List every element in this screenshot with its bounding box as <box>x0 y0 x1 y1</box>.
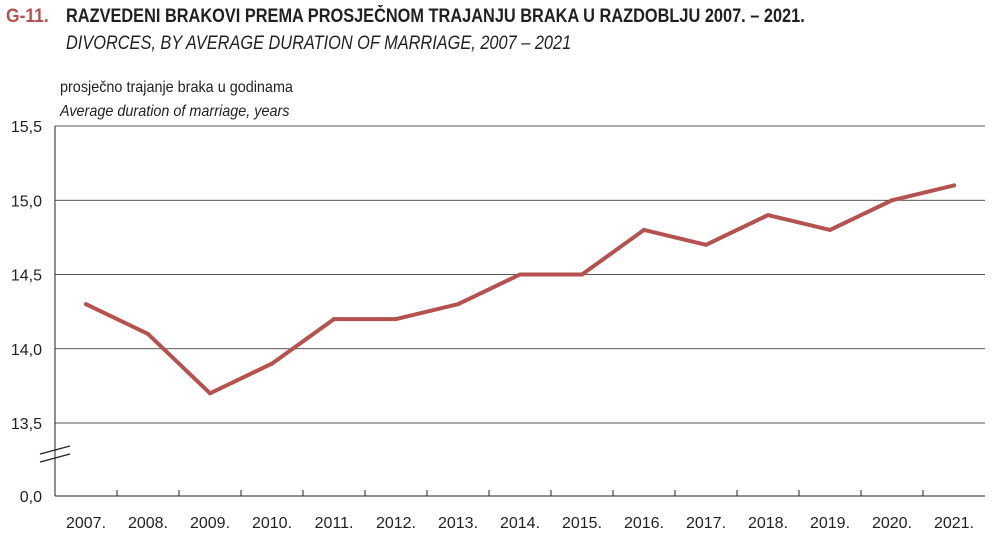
data-point <box>704 242 708 247</box>
x-tick-label: 2018. <box>748 515 788 532</box>
figure-number: G-11. <box>6 6 49 27</box>
data-point <box>208 391 212 396</box>
y-tick-label-zero: 0,0 <box>20 489 42 506</box>
grid-lines <box>55 125 985 424</box>
x-tick-label: 2020. <box>872 515 912 532</box>
data-point <box>952 183 956 188</box>
x-tick-label: 2013. <box>438 515 478 532</box>
data-series <box>84 183 956 396</box>
y-tick-labels: 13,5 14,0 14,5 15,0 15,5 0,0 <box>11 119 42 506</box>
x-tick-label: 2011. <box>315 515 354 532</box>
y-tick-label: 15,0 <box>11 193 42 210</box>
x-tick-label: 2008. <box>128 515 168 532</box>
data-point <box>828 227 832 232</box>
axis-break-mark <box>39 453 71 463</box>
y-axis-label-croatian: prosječno trajanje braka u godinama <box>60 79 293 96</box>
figure-title-croatian: RAZVEDENI BRAKOVI PREMA PROSJEČNOM TRAJA… <box>66 6 805 27</box>
y-tick-label: 13,5 <box>11 416 42 433</box>
data-point <box>642 227 646 232</box>
data-point <box>394 317 398 322</box>
data-point <box>332 317 336 322</box>
x-tick-label: 2010. <box>252 515 292 532</box>
x-tick-label: 2016. <box>624 515 664 532</box>
y-tick-label: 14,5 <box>11 268 42 285</box>
series-line <box>84 183 956 396</box>
data-point <box>84 302 88 307</box>
data-point <box>890 198 894 203</box>
axis-break-mark <box>39 445 71 455</box>
y-tick-label: 15,5 <box>11 119 42 136</box>
x-tick-label: 2015. <box>562 515 602 532</box>
y-axis-label-english: Average duration of marriage, years <box>60 103 290 120</box>
x-tick-label: 2007. <box>66 515 106 532</box>
x-tick-labels: 2007. 2008. 2009. 2010. 2011. 2012. 2013. 2014.… <box>66 515 974 532</box>
data-point <box>766 213 770 218</box>
y-tick-label: 14,0 <box>11 342 42 359</box>
data-point <box>580 272 584 277</box>
x-tick-label: 2017. <box>686 515 726 532</box>
x-tick-label: 2009. <box>190 515 230 532</box>
figure-title-english: DIVORCES, BY AVERAGE DURATION OF MARRIAG… <box>66 33 572 54</box>
data-point <box>146 331 150 336</box>
x-tick-label: 2014. <box>500 515 540 532</box>
data-point <box>456 302 460 307</box>
data-point <box>270 361 274 366</box>
data-point <box>518 272 522 277</box>
x-tick-label: 2021. <box>934 515 974 532</box>
x-tick-label: 2012. <box>376 515 416 532</box>
axes <box>39 126 985 497</box>
x-tick-label: 2019. <box>810 515 850 532</box>
